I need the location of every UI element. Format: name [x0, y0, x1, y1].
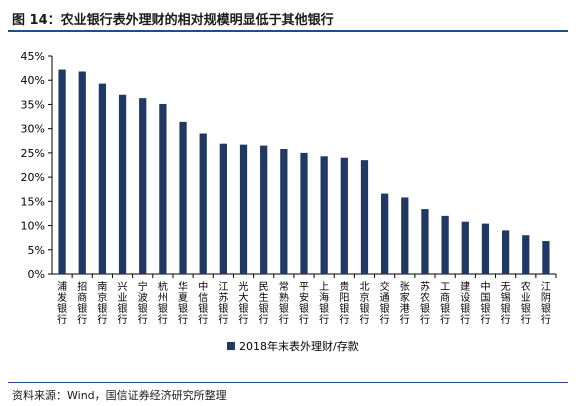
bar — [320, 156, 328, 274]
source-note: 资料来源：Wind，国信证券经济研究所整理 — [12, 389, 227, 402]
x-tick-label: 中国银行 — [480, 280, 490, 326]
bar — [522, 235, 530, 274]
bar — [78, 71, 86, 274]
x-tick-label: 杭州银行 — [158, 280, 168, 326]
y-tick-label: 0% — [28, 268, 45, 281]
bar — [280, 149, 288, 274]
x-tick-label: 上海银行 — [319, 281, 329, 326]
y-tick-label: 40% — [21, 74, 45, 87]
legend: 2018年末表外理财/存款 — [227, 339, 359, 353]
x-tick-label: 平安银行 — [299, 282, 309, 326]
bar — [481, 223, 490, 274]
x-tick-label: 中信银行 — [198, 280, 208, 326]
y-tick-label: 30% — [21, 123, 45, 136]
bar — [139, 98, 147, 274]
y-tick-label: 5% — [28, 244, 45, 257]
x-tick-label: 张家港行 — [400, 281, 410, 326]
x-tick-label: 北京银行 — [359, 281, 369, 326]
y-tick-label: 10% — [21, 220, 45, 233]
y-tick-label: 35% — [21, 98, 45, 111]
x-tick-label: 宁波银行 — [138, 280, 148, 326]
bar — [58, 69, 66, 274]
bar — [542, 241, 550, 274]
x-tick-label: 民生银行 — [259, 281, 269, 326]
bar — [381, 193, 389, 274]
x-tick-label: 建设银行 — [460, 280, 470, 326]
x-tick-label: 常熟银行 — [279, 280, 289, 326]
title-bar: 图 14：农业银行表外理财的相对规模明显低于其他银行 — [8, 4, 568, 32]
x-tick-label: 南京银行 — [97, 280, 107, 326]
legend-swatch — [227, 342, 235, 350]
y-tick-label: 45% — [21, 50, 45, 63]
x-tick-label: 浦发银行 — [57, 280, 67, 326]
bar — [461, 221, 469, 274]
bar — [98, 83, 107, 274]
bar — [118, 94, 127, 274]
x-tick-label: 苏农银行 — [420, 280, 430, 326]
bar — [159, 103, 167, 275]
x-tick-label: 江阴银行 — [541, 281, 551, 326]
x-tick-label: 交通银行 — [380, 280, 390, 326]
x-tick-label: 华夏银行 — [178, 280, 188, 326]
bar — [219, 143, 227, 274]
x-tick-label: 江苏银行 — [218, 281, 228, 326]
bar — [360, 160, 369, 274]
bar — [239, 144, 248, 274]
x-tick-label: 招商银行 — [77, 280, 87, 326]
bar — [401, 197, 409, 274]
bar — [199, 133, 207, 274]
bar — [260, 145, 268, 274]
x-tick-label: 工商银行 — [440, 282, 450, 326]
bar — [441, 215, 449, 274]
x-tick-label: 无锡银行 — [501, 282, 511, 326]
legend-label: 2018年末表外理财/存款 — [239, 339, 359, 353]
bar — [300, 152, 308, 274]
source-bar: 资料来源：Wind，国信证券经济研究所整理 — [8, 382, 568, 402]
x-tick-label: 贵阳银行 — [339, 280, 349, 326]
y-tick-label: 15% — [21, 195, 45, 208]
bar — [340, 157, 348, 274]
axis-layer: 0% 5% 10% 15% 20% 25% 30% 35% 40% 45% — [21, 50, 557, 281]
bar-layer — [58, 69, 550, 275]
bar — [421, 209, 429, 274]
figure-title: 图 14：农业银行表外理财的相对规模明显低于其他银行 — [12, 13, 334, 28]
x-tick-label: 光大银行 — [239, 280, 249, 326]
x-tick-label: 农业银行 — [521, 280, 531, 326]
bar-chart: 0% 5% 10% 15% 20% 25% 30% 35% 40% 45% 浦发银行招商银行南京银… — [21, 50, 557, 353]
bar — [179, 121, 187, 274]
bar — [501, 230, 510, 274]
x-tick-label: 兴业银行 — [118, 281, 128, 326]
y-tick-label: 25% — [21, 147, 45, 160]
y-tick-label: 20% — [21, 171, 45, 184]
